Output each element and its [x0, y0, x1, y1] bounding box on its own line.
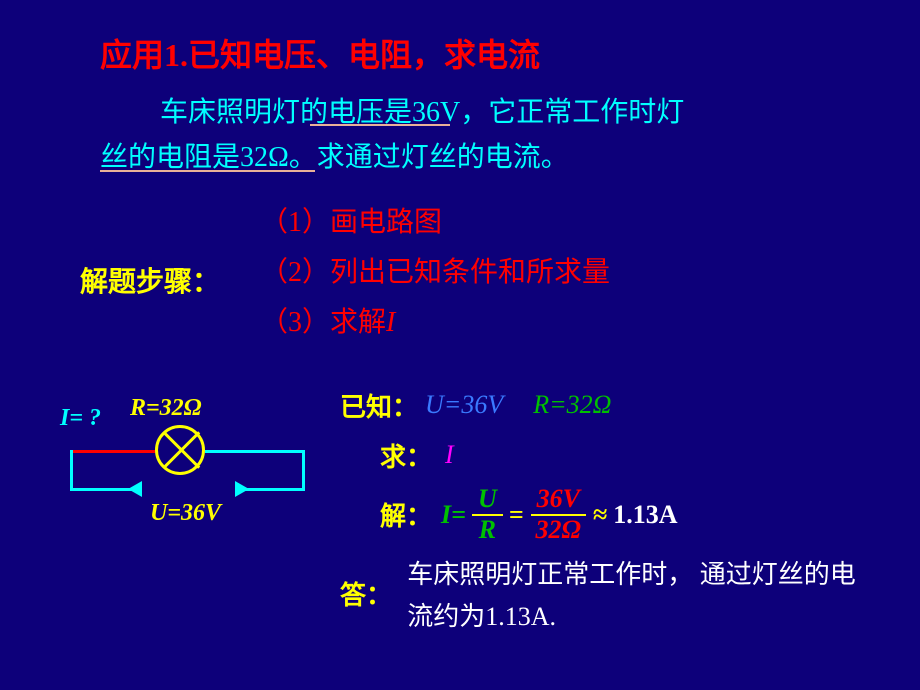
find-value: I — [445, 440, 454, 470]
arrow-right-icon — [235, 481, 249, 497]
eq-mid: = — [509, 500, 524, 530]
answer-label: 答： — [340, 575, 407, 617]
frac-den-2: 32Ω — [530, 516, 587, 545]
find-label: 求： — [380, 437, 445, 474]
eq-lhs: I= — [441, 500, 466, 530]
step-2: （2）列出已知条件和所求量 — [260, 250, 610, 290]
voltage-label: U=36V — [150, 500, 221, 527]
current-label: I= ? — [60, 405, 101, 432]
underline-2 — [100, 170, 315, 172]
frac-num: U — [472, 485, 503, 516]
wire — [70, 450, 155, 453]
result: 1.13A — [613, 500, 677, 530]
step-3-var: I — [386, 307, 395, 338]
arrow-left-icon — [128, 481, 142, 497]
steps-label: 解题步骤： — [80, 260, 220, 300]
known-r: R=32Ω — [533, 390, 611, 420]
step-1: （1）画电路图 — [260, 200, 442, 240]
circuit-diagram: I= ? R=32Ω U=36V — [60, 395, 290, 535]
answer-row: 答：车床照明灯正常工作时， 通过灯丝的电流约为1.13A. — [340, 554, 880, 637]
known-label: 已知： — [340, 387, 425, 424]
wire — [205, 450, 305, 453]
frac-den: R — [473, 516, 502, 545]
wire — [302, 450, 305, 490]
wire — [70, 450, 73, 490]
underline-1 — [310, 124, 450, 126]
fraction-ur: U R — [472, 485, 503, 544]
known-u: U=36V — [425, 390, 503, 420]
solution-block: 已知： U=36V R=32Ω 求： I 解： I= U R = 36V 32Ω… — [340, 385, 880, 647]
find-row: 求： I — [340, 435, 880, 475]
resistance-label: R=32Ω — [130, 395, 202, 422]
approx: ≈ — [593, 500, 607, 530]
fraction-vals: 36V 32Ω — [530, 485, 587, 544]
frac-num-2: 36V — [531, 485, 586, 516]
problem-line-2: 丝的电阻是32Ω。求通过灯丝的电流。 — [100, 135, 569, 175]
step-3-text: （3）求解 — [260, 307, 386, 338]
solve-row: 解： I= U R = 36V 32Ω ≈ 1.13A — [340, 485, 880, 544]
known-row: 已知： U=36V R=32Ω — [340, 385, 880, 425]
answer-text: 车床照明灯正常工作时， 通过灯丝的电流约为1.13A. — [407, 554, 880, 637]
title: 应用1.已知电压、电阻，求电流 — [100, 30, 540, 76]
solve-label: 解： — [380, 496, 435, 533]
lamp-icon — [155, 425, 205, 475]
step-3: （3）求解I — [260, 300, 395, 340]
